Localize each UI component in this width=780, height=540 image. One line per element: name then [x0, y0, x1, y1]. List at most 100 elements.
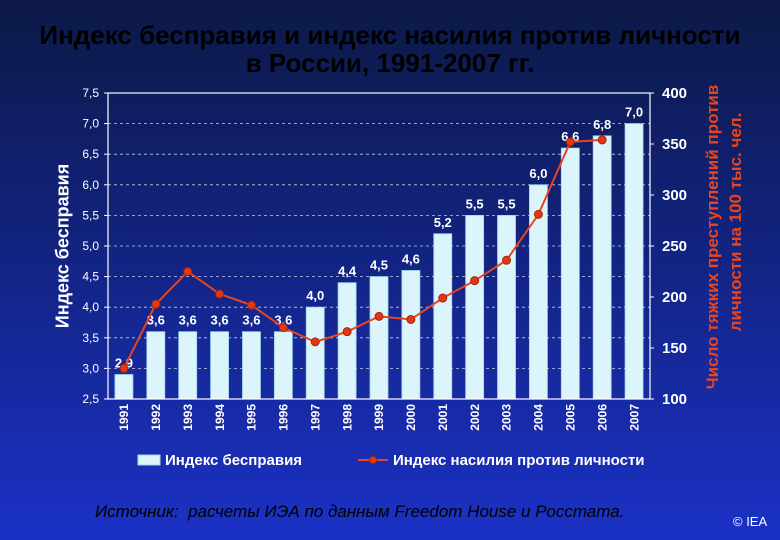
- x-tick-label-2002: 2002: [468, 404, 482, 431]
- bar-label-1993: 3,6: [179, 313, 197, 328]
- legend-label-rights-index: Индекс бесправия: [165, 452, 302, 469]
- bar-2000: [401, 270, 421, 400]
- left-tick-label-7-5: 7,5: [82, 86, 99, 100]
- left-tick-label-3-0: 3,0: [82, 361, 99, 375]
- right-axis-ticks: 100 150 200 250 300 350 400: [650, 85, 687, 408]
- right-tick-label-300: 300: [662, 187, 687, 204]
- bar-1992: [146, 331, 166, 400]
- x-tick-label-1996: 1996: [277, 404, 291, 431]
- left-axis-title: Индекс бесправия: [52, 164, 72, 328]
- legend-bar-swatch: [137, 454, 161, 466]
- bar-1997: [305, 306, 325, 400]
- right-axis-title-line-1: Число тяжких преступлений против: [703, 85, 722, 390]
- x-tick-label-2007: 2007: [627, 404, 641, 431]
- x-tick-label-1992: 1992: [149, 404, 163, 431]
- left-tick-label-2-5: 2,5: [82, 392, 99, 406]
- bar-2005: [560, 147, 580, 400]
- x-tick-label-1991: 1991: [117, 404, 131, 431]
- bar-label-1998: 4,4: [338, 264, 357, 279]
- line-point-2002: [470, 276, 480, 286]
- left-tick-label-5-0: 5,0: [82, 239, 99, 253]
- line-series-violence-index: [119, 135, 607, 373]
- left-tick-label-7-0: 7,0: [82, 117, 99, 131]
- bar-label-2004: 6,0: [529, 166, 547, 181]
- bar-1998: [337, 282, 357, 400]
- bar-label-2002: 5,5: [466, 196, 484, 211]
- left-tick-label-6-5: 6,5: [82, 147, 99, 161]
- left-tick-label-4-0: 4,0: [82, 300, 99, 314]
- x-tick-label-1997: 1997: [308, 404, 322, 431]
- line-point-1997: [310, 337, 320, 347]
- chart-title-line-2: в России, 1991-2007 гг.: [246, 48, 535, 78]
- bar-1993: [178, 331, 198, 400]
- left-tick-label-6-0: 6,0: [82, 178, 99, 192]
- left-tick-label-5-5: 5,5: [82, 208, 99, 222]
- line-point-1996: [278, 323, 288, 333]
- x-tick-label-2003: 2003: [500, 404, 514, 431]
- x-tick-label-1999: 1999: [372, 404, 386, 431]
- bar-label-2007: 7,0: [625, 105, 643, 120]
- bar-label-1997: 4,0: [306, 288, 324, 303]
- x-axis-tick-labels: 1991 1992 1993 1994 1995 1996 1997 1998 1999 2000…: [117, 404, 641, 431]
- right-axis-title-line-2: личности на 100 тыс. чел.: [726, 113, 745, 332]
- bar-label-1992: 3,6: [147, 313, 165, 328]
- bar-label-2000: 4,6: [402, 251, 420, 266]
- copyright: © IEA: [733, 514, 768, 529]
- legend-marker-swatch: [369, 456, 377, 464]
- line-point-1993: [183, 267, 193, 276]
- line-point-2001: [438, 293, 448, 303]
- left-tick-label-4-5: 4,5: [82, 270, 99, 284]
- line-point-2006: [597, 135, 607, 145]
- x-tick-label-2005: 2005: [563, 404, 577, 431]
- bar-label-1995: 3,6: [242, 313, 260, 328]
- bar-1995: [242, 331, 261, 400]
- bar-2002: [465, 214, 485, 400]
- bar-data-labels: 2,93,6 3,6 3,6 3,6 3,64,04,4 4,5 4,65,25,5 5,56…: [115, 105, 643, 371]
- x-tick-label-2004: 2004: [532, 404, 546, 431]
- bar-1991: [114, 374, 134, 400]
- x-tick-label-2000: 2000: [404, 404, 418, 431]
- line-point-2000: [406, 314, 416, 324]
- x-tick-label-1993: 1993: [181, 404, 195, 431]
- gridlines: [108, 123, 650, 369]
- legend-label-violence-index: Индекс насилия против личности: [393, 452, 645, 469]
- bar-label-1994: 3,6: [211, 313, 229, 328]
- bar-label-2005: 6,6: [561, 129, 579, 144]
- line-point-2003: [502, 255, 512, 265]
- bar-1994: [210, 331, 229, 400]
- right-tick-label-150: 150: [662, 340, 687, 357]
- line-point-1998: [342, 327, 352, 337]
- x-tick-label-2001: 2001: [436, 404, 450, 431]
- bar-1999: [369, 276, 389, 400]
- source-note: Источник: расчеты ИЭА по данным Freedom …: [95, 502, 625, 521]
- chart-title-line-1: Индекс бесправия и индекс насилия против…: [39, 20, 740, 50]
- line-point-2004: [533, 209, 543, 219]
- line-point-1992: [151, 299, 161, 309]
- x-tick-label-1998: 1998: [340, 404, 354, 431]
- right-tick-label-100: 100: [662, 391, 687, 408]
- bar-2006: [592, 135, 612, 400]
- x-tick-label-2006: 2006: [595, 404, 609, 431]
- left-axis-ticks: 2,5 3,0 3,5 4,0 4,5 5,0 5,5 6,0 6,5 7,0 7,5: [82, 86, 108, 406]
- legend: Индекс бесправия Индекс насилия против л…: [137, 452, 645, 469]
- bar-label-2003: 5,5: [497, 196, 515, 211]
- line-point-1995: [246, 300, 256, 310]
- bar-2003: [497, 214, 516, 400]
- bar-2001: [433, 233, 453, 400]
- right-tick-label-200: 200: [662, 289, 687, 306]
- bar-label-1999: 4,5: [370, 258, 388, 273]
- line-point-1999: [374, 311, 384, 321]
- bar-1996: [273, 331, 293, 400]
- left-tick-label-3-5: 3,5: [82, 331, 99, 345]
- bar-2007: [624, 123, 644, 400]
- right-tick-label-350: 350: [662, 136, 687, 153]
- x-tick-label-1995: 1995: [245, 404, 259, 431]
- line-series-path: [123, 138, 603, 369]
- x-tick-label-1994: 1994: [213, 404, 227, 431]
- right-tick-label-400: 400: [662, 85, 687, 102]
- bar-label-2001: 5,2: [434, 215, 452, 230]
- right-tick-label-250: 250: [662, 238, 687, 255]
- line-point-2005: [565, 137, 575, 147]
